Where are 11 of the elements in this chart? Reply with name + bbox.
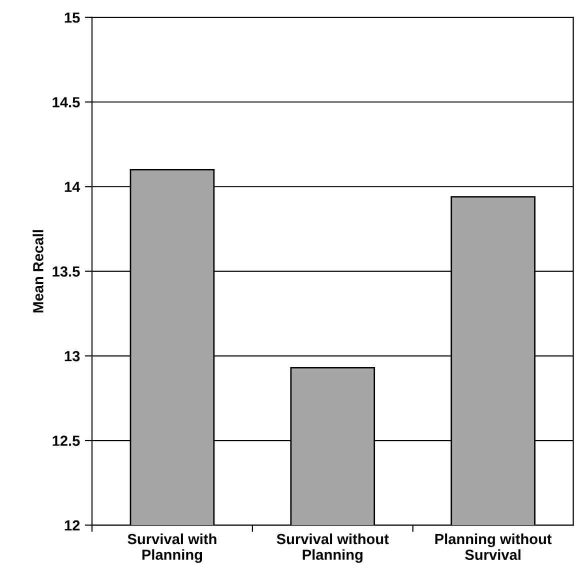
y-tick-label: 14.5 [52,97,80,108]
x-tick-label: Survival without Planning [276,533,389,563]
y-tick-label: 12.5 [52,436,80,446]
y-tick-label: 15 [64,12,80,23]
x-tick-label: Survival with Planning [128,533,216,563]
y-tick-label: 12 [64,520,80,530]
y-tick-label: 14 [64,182,80,192]
y-axis-title: Mean Recall [32,230,44,312]
y-tick-label: 13.5 [52,266,80,277]
y-tick-label: 13 [64,350,80,362]
x-tick-label: Planning without Survival [435,533,552,560]
